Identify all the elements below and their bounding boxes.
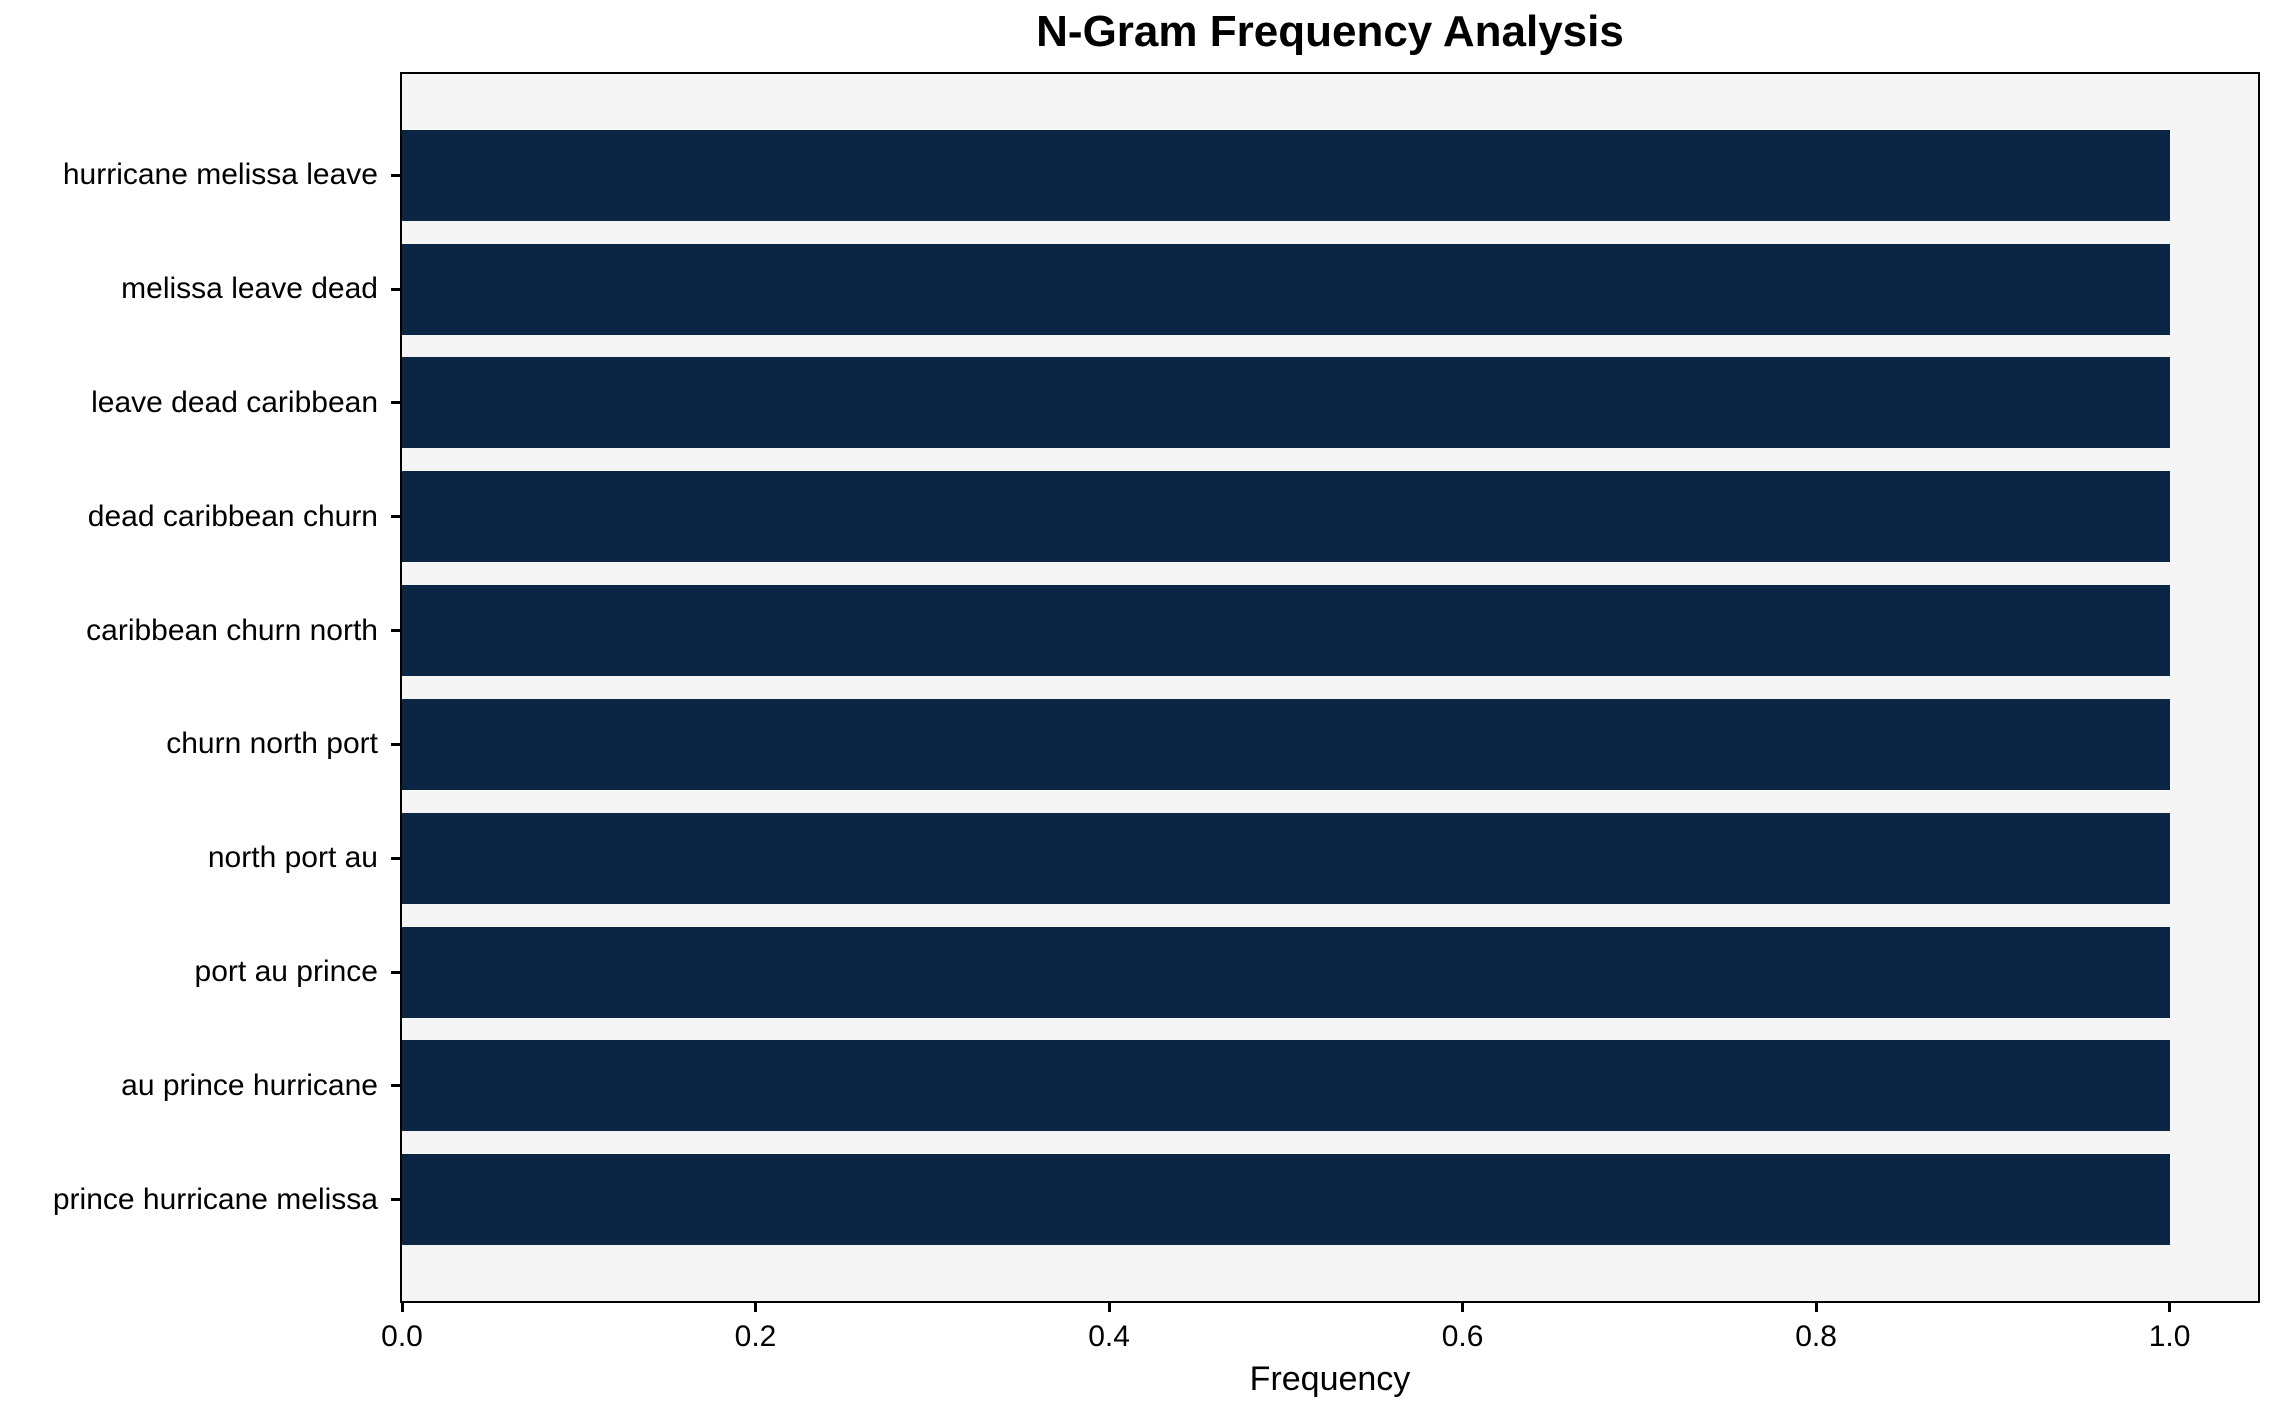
y-tick-mark [391,856,400,860]
x-tick-mark [400,1303,404,1312]
y-tick-label: port au prince [194,955,378,989]
x-tick-label: 0.8 [1795,1320,1837,1353]
bar [402,471,2170,563]
x-tick-mark [1107,1303,1111,1312]
x-tick-mark [1461,1303,1465,1312]
x-tick-label: 0.2 [734,1320,777,1353]
bar [402,357,2170,449]
y-tick-label: north port au [207,841,378,875]
y-tick-mark [391,515,400,519]
y-tick-label: au prince hurricane [121,1068,378,1102]
plot-area [400,72,2260,1303]
bar [402,1040,2170,1132]
bar [402,243,2170,335]
x-tick-label: 0.6 [1441,1320,1484,1353]
bar [402,129,2170,221]
bar [402,1154,2170,1246]
bar [402,698,2170,790]
y-tick-mark [391,287,400,291]
bar [402,585,2170,677]
y-tick-mark [391,1198,400,1202]
x-tick-label: 1.0 [2148,1320,2191,1353]
bar [402,926,2170,1018]
y-tick-label: leave dead caribbean [91,385,378,419]
x-tick-mark [1814,1303,1818,1312]
bars-layer [402,74,2258,1301]
y-tick-mark [391,173,400,177]
x-tick-label: 0.0 [381,1320,423,1353]
chart-title: N-Gram Frequency Analysis [1036,7,1624,56]
bar [402,812,2170,904]
y-tick-label: dead caribbean churn [87,499,378,533]
y-tick-mark [391,401,400,405]
y-tick-mark [391,742,400,746]
y-tick-mark [391,1084,400,1088]
y-tick-label: melissa leave dead [121,272,378,306]
y-tick-label: caribbean churn north [86,613,378,647]
y-tick-label: churn north port [166,727,378,761]
y-tick-mark [391,970,400,974]
x-tick-label: 0.4 [1088,1320,1130,1353]
y-tick-mark [391,629,400,633]
y-tick-label: prince hurricane melissa [52,1182,378,1216]
y-tick-label: hurricane melissa leave [62,158,378,192]
x-axis-title: Frequency [1249,1360,1411,1398]
x-tick-mark [2168,1303,2172,1312]
x-tick-mark [754,1303,758,1312]
